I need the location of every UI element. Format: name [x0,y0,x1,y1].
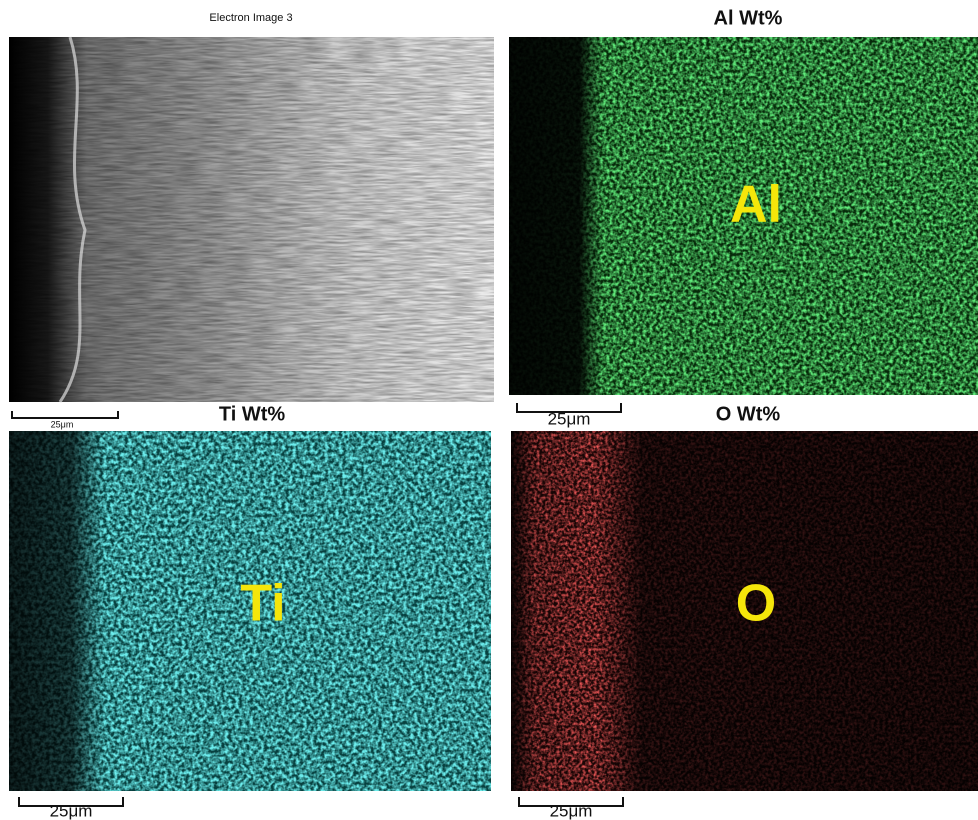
scale-bar-label: 25μm [51,419,74,429]
scale-bar-label: 25μm [50,801,93,820]
figure: Electron Image 3 25μm Al Wt% Al 25μm Ti … [0,0,978,820]
scale-bar-label: 25μm [550,801,593,820]
panel-title: Electron Image 3 [209,12,292,24]
scale-bar-label: 25μm [548,409,591,428]
electron-image [9,37,494,402]
panel-title: O Wt% [716,403,781,425]
element-label: O [736,575,776,633]
panel-title: Ti Wt% [219,403,286,425]
element-label: Ti [240,575,285,633]
panel-title: Al Wt% [714,7,783,29]
element-label: Al [730,176,782,234]
scale-bar [12,411,118,418]
